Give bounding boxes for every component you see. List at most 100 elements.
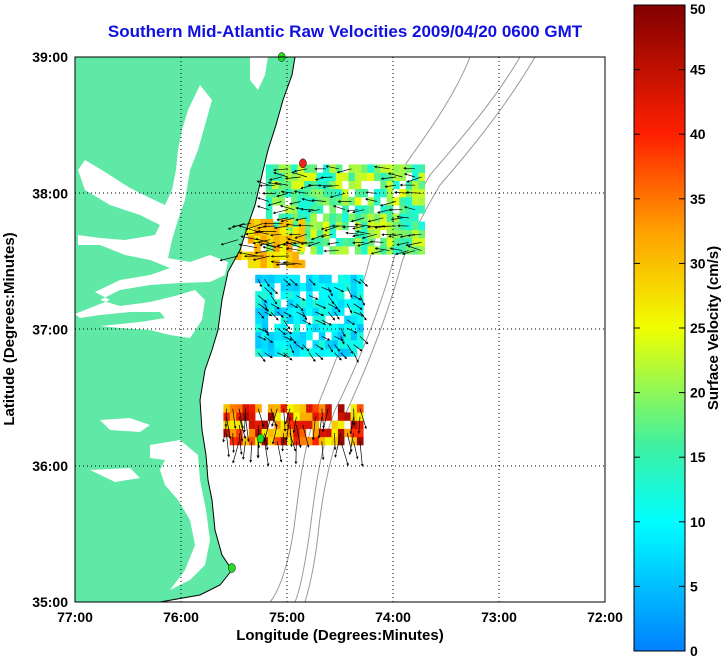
velocity-cell [342,205,349,214]
velocity-cell [356,420,364,429]
velocity-cell [405,246,413,255]
velocity-arrow [381,233,397,237]
velocity-cell [386,164,394,173]
velocity-arrow [353,352,359,363]
velocity-arrow [296,311,306,317]
velocity-arrow [329,192,346,199]
velocity-arrow [245,416,250,443]
velocity-cell [273,235,280,244]
velocity-cell [337,412,345,421]
velocity-cell [354,180,362,190]
velocity-cell [293,412,300,421]
velocity-cell [260,259,268,269]
velocity-cell [325,282,332,292]
velocity-cell [299,332,307,341]
velocity-cell [348,172,356,181]
velocity-arrow [226,416,232,440]
velocity-cell [354,164,362,173]
velocity-cell [367,213,375,222]
velocity-cell [287,348,294,357]
velocity-cell [284,188,292,198]
velocity-arrow [315,311,325,316]
velocity-cell [284,180,292,190]
velocity-arrow [321,336,331,341]
velocity-arrow [321,441,325,461]
velocity-cell [318,436,326,446]
velocity-cell [361,229,368,239]
velocity-cell [261,323,269,333]
velocity-arrow [289,303,299,308]
velocity-cell [248,412,256,421]
velocity-cell [323,164,330,173]
velocity-cell [337,436,345,446]
velocity-cell [261,291,269,300]
velocity-cell [303,180,311,190]
velocity-arrow [334,287,345,293]
velocity-cell [306,282,313,292]
velocity-cell [331,291,339,300]
velocity-arrow [272,209,288,215]
velocity-cell [312,428,320,438]
velocity-cell [267,307,275,316]
x-tick-label: 77:00 [57,609,93,625]
velocity-arrow [342,225,358,229]
velocity-cell [354,213,362,222]
velocity-arrow [320,233,333,238]
velocity-arrow [285,247,301,251]
velocity-cell [247,251,255,261]
velocity-cell [310,246,317,255]
velocity-arrow [270,311,279,321]
colorbar [633,4,686,652]
velocity-cell [265,180,273,190]
velocity-cell [316,172,324,181]
velocity-cell [354,221,362,231]
velocity-cell [312,404,320,413]
velocity-arrow [256,205,269,211]
velocity-cell [418,180,426,190]
velocity-cell [291,213,298,222]
velocity-arrow [267,201,282,207]
velocity-cell [280,282,288,292]
velocity-cell [350,315,358,325]
velocity-arrow [396,242,409,246]
velocity-cell [323,213,330,222]
velocity-cell [344,274,351,284]
velocity-cell [303,164,311,173]
velocity-cell [316,246,324,255]
velocity-cell [299,420,307,429]
velocity-cell [291,205,298,214]
velocity-cell [329,197,336,206]
velocity-cell [361,213,368,222]
velocity-cell [236,420,243,429]
velocity-cell [373,172,381,181]
velocity-cell [393,213,400,222]
velocity-cell [418,164,426,173]
velocity-cell [380,246,387,255]
velocity-arrow [264,336,274,344]
velocity-cell [318,299,326,308]
velocity-cell [373,246,381,255]
velocity-arrow [407,233,422,237]
velocity-cell [393,246,400,255]
velocity-cell [255,307,262,316]
velocity-cell [350,348,358,357]
velocity-arrow [364,198,377,202]
velocity-cell [342,221,349,231]
velocity-cell [273,243,280,252]
velocity-cell [255,315,262,325]
velocity-arrow [238,424,244,442]
velocity-cell [418,246,426,255]
velocity-cell [254,243,261,252]
velocity-cell [278,197,286,206]
velocity-arrow [245,222,264,231]
colorbar-tick-label: 50 [690,1,706,17]
velocity-arrow [289,201,301,205]
velocity-cell [292,227,299,236]
velocity-cell [297,164,305,173]
velocity-cell [348,237,356,247]
velocity-arrow [280,190,295,194]
velocity-cell [344,428,351,438]
velocity-cell [354,197,362,206]
velocity-cell [399,213,406,222]
velocity-cell [367,164,375,173]
